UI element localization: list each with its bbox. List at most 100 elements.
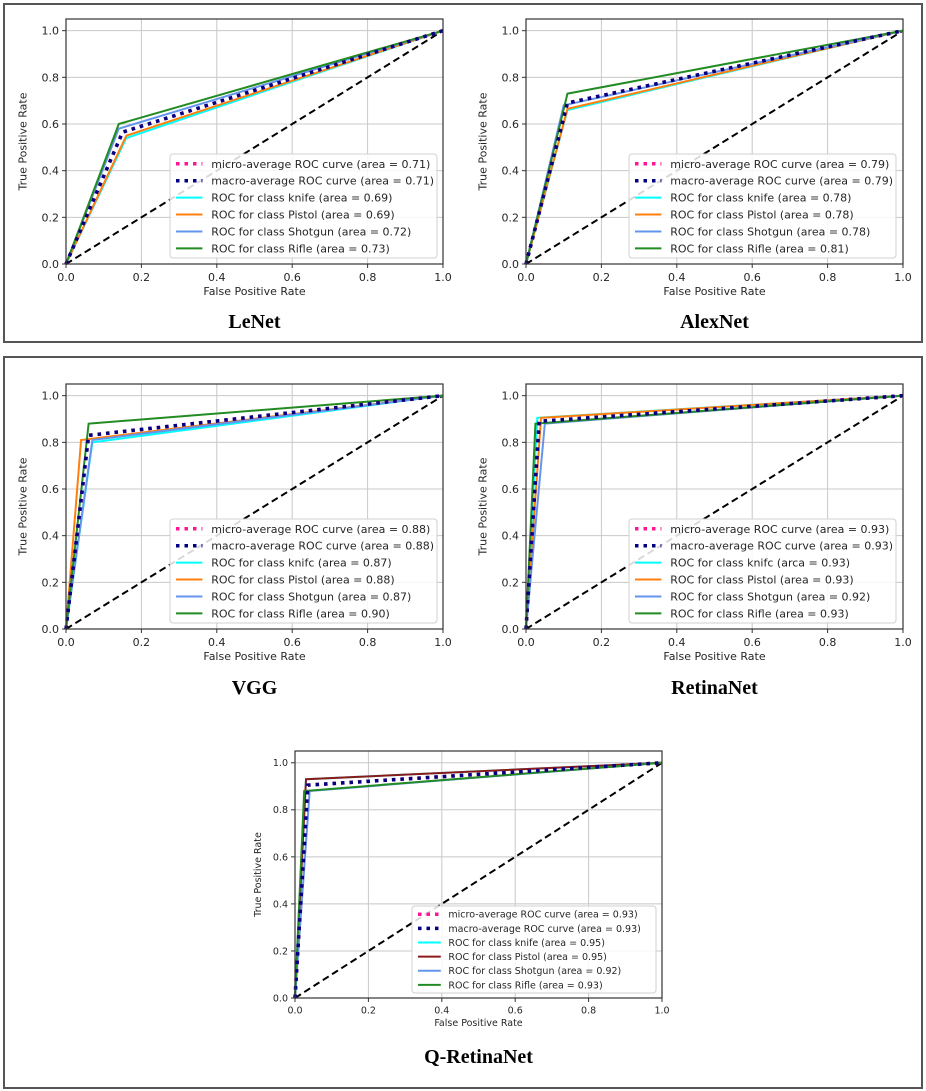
roc-chart-alexnet: 0.0 0.2 0.4 0.6 0.8 1.0 0.0 0.2 0.4 0.6 0.8 1.0 Fals…	[476, 18, 912, 333]
x-tick-label: 0.2	[361, 1006, 376, 1017]
y-tick-label: 0.6	[42, 118, 60, 131]
x-tick-label: 1.0	[894, 271, 912, 284]
y-tick-label: 0.8	[502, 71, 520, 84]
legend: micro-average ROC curve (area = 0.88) mac…	[169, 518, 438, 624]
y-tick-label: 0.4	[273, 899, 288, 910]
x-axis-label: False Positive Rate	[203, 650, 305, 663]
legend: micro-average ROC curve (area = 0.71) mac…	[169, 153, 438, 259]
y-tick-label: 0.4	[42, 165, 60, 178]
y-tick-label: 0.4	[502, 530, 520, 543]
x-tick-label: 0.8	[581, 1006, 596, 1017]
legend: micro-average ROC curve (area = 0.79) mac…	[628, 153, 897, 259]
x-tick-label: 0.6	[743, 636, 761, 649]
chance-diagonal	[525, 394, 904, 630]
legend-label: micro-average ROC curve (area = 0.79)	[670, 158, 889, 171]
legend-label: ROC for class Pistol (area = 0.78)	[670, 208, 854, 221]
chart-title: RetinaNet	[671, 677, 758, 699]
legend-label: ROC for class Shotgun (area = 0.92)	[448, 966, 621, 977]
x-axis-label: False Positive Rate	[663, 650, 765, 663]
legend-label: ROC for class knife (area = 0.78)	[670, 192, 851, 205]
roc-chart-retinanet: 0.0 0.2 0.4 0.6 0.8 1.0 0.0 0.2 0.4 0.6 0.8 1.0 Fals…	[476, 383, 912, 699]
legend-label: ROC for class Pistol (area = 0.69)	[211, 208, 395, 221]
x-tick-label: 0.6	[283, 271, 301, 284]
legend-label: ROC for class knifc (arca = 0.93)	[670, 557, 850, 570]
chance-diagonal	[294, 761, 663, 999]
legend-label: ROC for class Rifle (area = 0.93)	[670, 607, 849, 620]
legend-label: ROC for class knifc (area = 0.87)	[211, 557, 392, 570]
x-tick-label: 0.0	[517, 271, 535, 284]
plot-frame	[65, 383, 444, 630]
legend-label: ROC for class Rifle (area = 0.93)	[448, 980, 602, 991]
series-line-rifle	[525, 29, 904, 265]
roc-chart-q-retinanet: 0.0 0.2 0.4 0.6 0.8 1.0 0.0 0.2 0.4 0.6 0.8 1.0 Fals…	[253, 750, 670, 1068]
y-tick-label: 0.8	[42, 436, 60, 449]
y-tick-label: 0.6	[273, 852, 288, 863]
y-axis-label: True Positive Rate	[253, 832, 264, 918]
legend: micro-average ROC curve (area = 0.93) mac…	[628, 518, 897, 624]
x-tick-label: 0.4	[208, 271, 226, 284]
y-tick-label: 0.0	[273, 993, 288, 1004]
legend-label: ROC for class Shotgun (area = 0.78)	[670, 225, 870, 238]
legend-label: micro-average ROC curve (area = 0.71)	[211, 158, 430, 171]
legend-label: macro-average ROC curve (area = 0.71)	[211, 175, 434, 188]
x-tick-label: 0.8	[359, 636, 377, 649]
roc-chart-lenet: 0.0 0.2 0.4 0.6 0.8 1.0 0.0 0.2 0.4 0.6 0.8 1.0 Fals…	[16, 18, 452, 333]
legend-label: ROC for class Rifle (area = 0.90)	[211, 607, 390, 620]
x-tick-label: 0.6	[283, 636, 301, 649]
chance-diagonal	[65, 394, 444, 630]
x-axis-label: False Positive Rate	[663, 285, 765, 298]
legend-label: macro-average ROC curve (area = 0.79)	[670, 175, 893, 188]
y-tick-label: 1.0	[273, 758, 288, 769]
legend-label: macro-average ROC curve (area = 0.93)	[670, 540, 893, 553]
y-tick-label: 0.8	[273, 805, 288, 816]
x-tick-label: 0.2	[133, 636, 151, 649]
y-tick-label: 0.8	[502, 436, 520, 449]
y-tick-label: 0.6	[502, 483, 520, 496]
legend-label: ROC for class Rifle (area = 0.81)	[670, 242, 849, 255]
x-tick-label: 0.6	[743, 271, 761, 284]
y-tick-label: 0.2	[42, 576, 60, 589]
x-tick-label: 0.0	[517, 636, 535, 649]
x-tick-label: 1.0	[654, 1006, 669, 1017]
y-axis-label: True Positive Rate	[476, 457, 489, 556]
legend-box	[169, 153, 438, 259]
x-tick-label: 1.0	[434, 636, 452, 649]
x-tick-label: 0.4	[668, 271, 686, 284]
x-tick-label: 0.0	[57, 636, 75, 649]
x-tick-label: 1.0	[894, 636, 912, 649]
legend-label: macro-average ROC curve (area = 0.93)	[448, 924, 640, 935]
legend-label: ROC for class Rifle (area = 0.73)	[211, 242, 390, 255]
plot-frame	[65, 18, 444, 265]
series-line-macro	[64, 28, 444, 265]
y-tick-label: 0.4	[42, 530, 60, 543]
chart-title: VGG	[232, 677, 278, 699]
y-tick-label: 0.0	[502, 623, 520, 636]
y-tick-label: 1.0	[502, 25, 520, 38]
x-tick-label: 0.2	[593, 636, 611, 649]
roc-chart-vgg: 0.0 0.2 0.4 0.6 0.8 1.0 0.0 0.2 0.4 0.6 0.8 1.0 Fals…	[16, 383, 452, 699]
y-axis-label: True Positive Rate	[16, 92, 29, 191]
plot-frame	[294, 750, 663, 999]
x-tick-label: 0.2	[593, 271, 611, 284]
legend-label: ROC for class Shotgun (area = 0.92)	[670, 590, 870, 603]
y-tick-label: 0.2	[502, 211, 520, 224]
chance-diagonal	[65, 29, 444, 265]
x-tick-label: 0.4	[668, 636, 686, 649]
y-axis-label: True Positive Rate	[476, 92, 489, 191]
legend-box	[628, 518, 897, 624]
chart-title: Q-RetinaNet	[424, 1046, 533, 1068]
x-tick-label: 0.4	[434, 1006, 449, 1017]
y-tick-label: 1.0	[42, 25, 60, 38]
legend-label: ROC for class Pistol (area = 0.88)	[211, 573, 395, 586]
legend-label: ROC for class Pistol (area = 0.95)	[448, 952, 606, 963]
plot-frame	[525, 18, 904, 265]
chance-diagonal	[525, 29, 904, 265]
x-tick-label: 1.0	[434, 271, 452, 284]
x-axis-label: False Positive Rate	[203, 285, 305, 298]
legend-label: ROC for class Shotgun (area = 0.72)	[211, 225, 411, 238]
y-tick-label: 0.2	[42, 211, 60, 224]
y-tick-label: 0.0	[502, 258, 520, 271]
y-axis-label: True Positive Rate	[16, 457, 29, 556]
y-tick-label: 0.6	[502, 118, 520, 131]
